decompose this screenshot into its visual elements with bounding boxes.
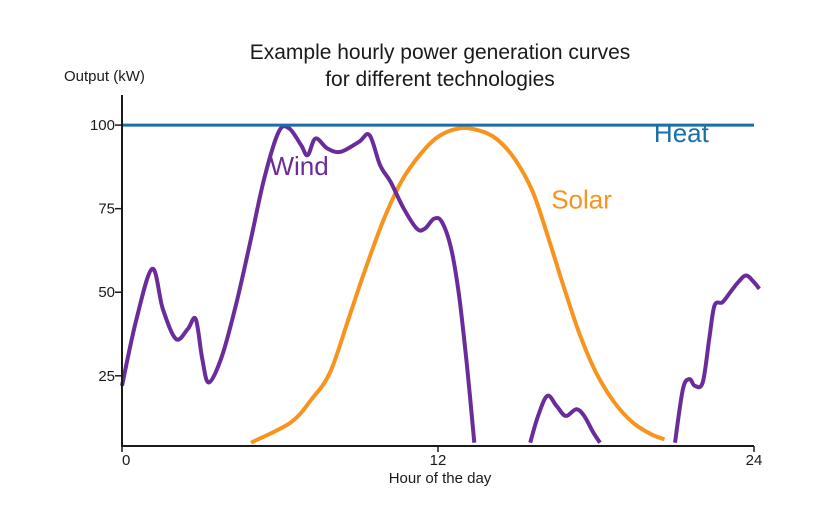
x-axis-label: Hour of the day: [389, 470, 492, 487]
x-tick-label: 24: [746, 452, 763, 469]
y-tick-label: 100: [90, 117, 115, 134]
solar-series-label: Solar: [551, 185, 612, 215]
y-tick-label: 50: [98, 284, 115, 301]
chart-title-line-1: Example hourly power generation curves: [250, 41, 631, 64]
wind-line-segment-3: [673, 273, 761, 443]
x-tick-label: 12: [430, 452, 447, 469]
series-layer: [120, 123, 761, 445]
y-tick-label: 25: [98, 368, 115, 385]
axes: [121, 95, 754, 447]
wind-line-segment-2: [528, 393, 602, 444]
wind-series-label: Wind: [269, 151, 328, 181]
heat-series-label: Heat: [654, 118, 710, 148]
x-tick-label: 0: [122, 452, 130, 469]
chart-title-line-2: for different technologies: [325, 68, 555, 91]
axis-ticks: 25 50 75 100 0 12 24: [90, 117, 762, 469]
series-labels: Solar Wind Heat: [269, 118, 709, 215]
y-tick-label: 75: [98, 201, 115, 218]
y-axis-label: Output (kW): [64, 68, 145, 85]
solar-line: [250, 125, 666, 445]
wind-line-segment-1: [120, 124, 477, 443]
